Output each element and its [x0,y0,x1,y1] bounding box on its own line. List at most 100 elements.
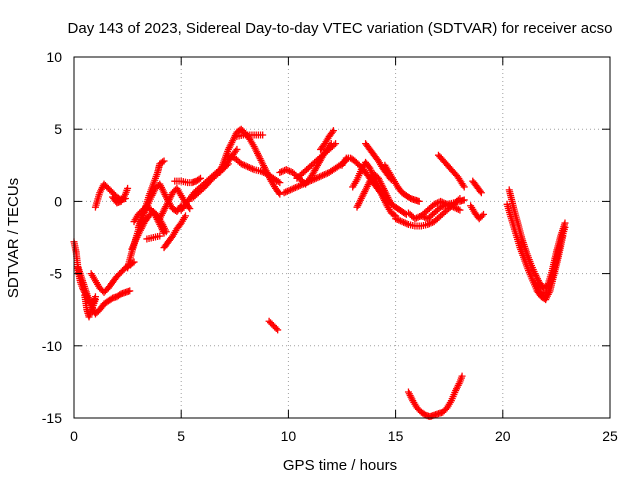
data-point [277,168,285,176]
data-point [272,324,280,332]
data-point [224,151,232,159]
x-tick-label: 25 [602,428,618,444]
data-point [244,163,252,171]
data-point [419,213,427,221]
data-point [186,205,194,213]
data-point [317,172,325,180]
data-point [285,167,293,175]
data-point [433,199,441,207]
data-point [330,141,338,149]
data-point [441,201,449,209]
data-point [319,171,327,179]
data-point [411,215,419,223]
series-p [188,160,232,203]
data-point [398,218,406,226]
data-point [258,168,266,176]
y-tick-label: -10 [42,338,62,354]
series-y7 [531,223,569,299]
series-v [276,140,335,188]
data-point [458,372,466,380]
series-y1 [404,372,466,421]
series-f [109,184,132,207]
data-point [284,166,292,174]
x-axis-label: GPS time / hours [283,457,397,474]
data-point [247,164,255,172]
series-n [171,174,204,187]
data-point [240,161,248,169]
data-point [403,220,411,228]
data-point [274,326,282,334]
data-point [328,128,336,136]
data-point [396,217,404,225]
data-point [427,219,435,227]
data-point [425,220,433,228]
series-r [224,151,284,187]
data-point [228,153,236,161]
data-point [454,205,462,213]
grid-lines [74,57,610,418]
data-point [280,189,288,197]
series-w [293,140,340,182]
data-point [393,215,401,223]
data-point [242,162,250,170]
y-tick-label: 10 [46,49,62,65]
data-point [259,131,267,139]
series-x5 [381,161,423,205]
data-point [126,287,134,295]
series-j [130,202,168,237]
plot-frame [73,56,611,419]
series-d [87,258,138,296]
data-point [91,296,99,304]
data-point [478,212,486,220]
data-point [279,167,287,175]
data-point [415,197,423,205]
data-point [239,161,247,169]
data-point [181,212,189,220]
data-point [295,182,303,190]
data-point [480,210,488,218]
x-tick-label: 15 [388,428,404,444]
data-point [414,213,422,221]
data-point [314,174,322,182]
data-point [288,185,296,193]
data-point [417,212,425,220]
data-point [312,174,320,182]
data-point [440,202,448,210]
data-point [274,178,282,186]
data-point [276,169,284,177]
data-point [413,214,421,222]
series-k [156,184,194,223]
data-point [283,187,291,195]
data-point [196,174,204,182]
y-tick-label: 0 [54,193,62,209]
data-point [285,187,293,195]
data-point [276,190,284,198]
series-s [233,131,267,140]
data-point [453,205,461,213]
data-point [293,183,301,191]
data-point [392,215,400,223]
x-tick-label: 10 [281,428,297,444]
data-point [320,171,328,179]
data-point [124,184,132,192]
series-x1 [317,127,337,153]
x-tick-label: 20 [495,428,511,444]
series-y3 [469,177,485,197]
data-point [476,187,484,195]
data-point [245,163,253,171]
data-point [430,200,438,208]
data-point [282,188,290,196]
data-point [257,167,265,175]
series-t [265,317,282,334]
data-point [291,184,299,192]
data-point [387,200,395,208]
series-m [143,232,164,243]
data-point [401,219,409,227]
x-tick-label: 0 [70,428,78,444]
data-point [195,175,203,183]
series-l [160,212,189,252]
y-tick-label: -5 [50,266,63,282]
data-point [260,169,268,177]
data-point [477,189,485,197]
